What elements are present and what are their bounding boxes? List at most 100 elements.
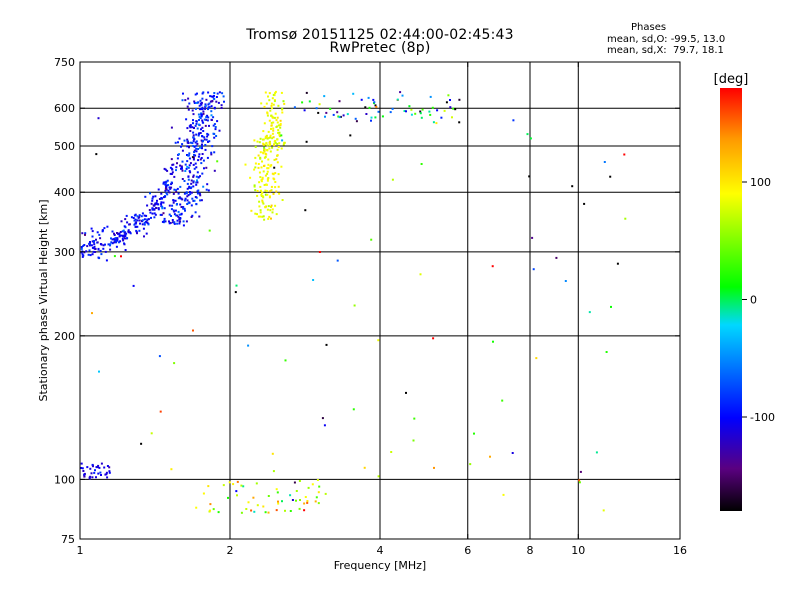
echo-point — [171, 168, 174, 171]
echo-point — [201, 92, 204, 95]
echo-point — [267, 95, 269, 98]
echo-point — [124, 237, 126, 240]
echo-point — [264, 174, 267, 177]
echo-point — [305, 140, 308, 143]
echo-point — [188, 157, 191, 160]
echo-point — [276, 138, 279, 141]
echo-point — [210, 105, 213, 108]
x-tick-label: 8 — [527, 544, 534, 557]
echo-point — [89, 241, 91, 243]
echo-point — [274, 204, 277, 207]
echo-point — [186, 105, 189, 108]
echo-point — [187, 202, 190, 205]
echo-point — [272, 121, 275, 124]
echo-point — [200, 128, 202, 131]
echo-point — [118, 234, 121, 237]
echo-point — [193, 102, 196, 104]
echo-point — [256, 190, 259, 192]
echo-point — [99, 471, 102, 474]
echo-point — [134, 222, 137, 225]
echo-point — [111, 238, 114, 241]
echo-point — [186, 160, 189, 163]
echo-point — [169, 221, 172, 224]
echo-point — [185, 220, 188, 223]
echo-point — [83, 475, 86, 478]
echo-point — [431, 106, 434, 109]
echo-point — [259, 137, 262, 140]
echo-point — [264, 511, 267, 514]
echo-point — [332, 113, 335, 116]
echo-point — [213, 94, 215, 97]
echo-point — [215, 135, 218, 137]
echo-point — [275, 190, 278, 193]
echo-point — [323, 95, 326, 98]
echo-point — [208, 124, 210, 127]
echo-point — [161, 220, 164, 223]
echo-point — [195, 144, 198, 147]
echo-point — [306, 500, 309, 503]
echo-point — [184, 197, 187, 200]
echo-point — [192, 175, 195, 178]
echo-point — [325, 111, 328, 114]
echo-point — [602, 509, 605, 512]
echo-point — [159, 410, 162, 413]
echo-point — [276, 161, 279, 164]
echo-point — [85, 250, 88, 253]
echo-point — [176, 222, 179, 225]
echo-point — [173, 188, 176, 191]
echo-point — [95, 153, 98, 156]
echo-point — [195, 120, 198, 123]
echo-point — [168, 204, 171, 207]
echo-point — [115, 245, 118, 248]
echo-point — [143, 221, 146, 224]
echo-point — [105, 259, 108, 262]
echo-point — [183, 207, 186, 210]
echo-point — [127, 229, 130, 232]
echo-point — [194, 162, 197, 165]
echo-point — [571, 185, 574, 188]
echo-point — [240, 484, 243, 487]
echo-point — [180, 167, 182, 170]
echo-point — [82, 470, 85, 472]
echo-point — [153, 216, 156, 219]
echo-point — [339, 115, 342, 118]
echo-point — [268, 141, 271, 144]
echo-point — [195, 133, 198, 136]
echo-point — [197, 159, 200, 162]
echo-point — [491, 265, 494, 268]
echo-point — [236, 480, 239, 483]
echo-point — [133, 214, 136, 217]
echo-point — [189, 124, 192, 127]
echo-point — [263, 165, 265, 167]
echo-point — [449, 99, 451, 101]
echo-point — [110, 241, 113, 244]
echo-point — [217, 101, 220, 104]
echo-point — [186, 182, 189, 185]
echo-point — [318, 103, 321, 106]
echo-point — [206, 135, 209, 138]
echo-point — [195, 181, 198, 184]
x-tick-label: 4 — [377, 544, 384, 557]
echo-point — [122, 229, 125, 232]
echo-point — [120, 255, 122, 258]
echo-point — [124, 234, 127, 237]
echo-point — [274, 139, 277, 142]
echo-point — [265, 153, 268, 156]
echo-point — [276, 154, 279, 157]
echo-point — [512, 119, 515, 122]
echo-point — [205, 188, 208, 191]
echo-point — [271, 132, 274, 135]
echo-point — [194, 141, 197, 144]
echo-point — [280, 147, 283, 150]
echo-point — [396, 98, 399, 101]
echo-point — [207, 140, 209, 143]
echo-point — [145, 232, 148, 235]
echo-point — [183, 180, 186, 182]
echo-point — [87, 253, 90, 256]
echo-point — [274, 112, 277, 115]
echo-point — [206, 114, 209, 117]
echo-point — [204, 124, 207, 127]
echo-point — [201, 172, 204, 175]
echo-point — [259, 176, 262, 179]
echo-point — [197, 148, 200, 150]
